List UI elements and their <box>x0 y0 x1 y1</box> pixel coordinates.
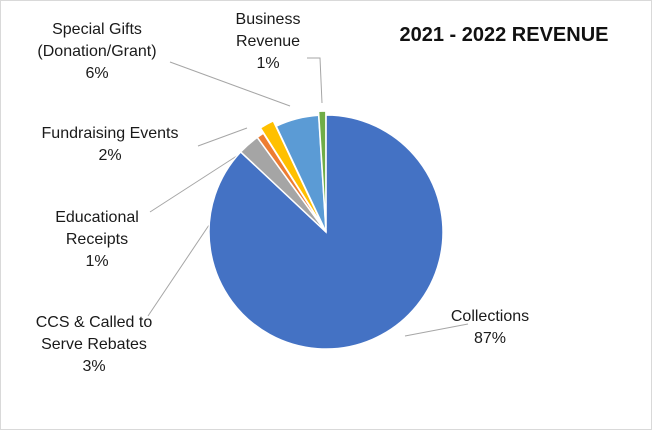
chart-title: 2021 - 2022 REVENUE <box>399 24 608 46</box>
slice-category-line: Revenue <box>236 33 300 50</box>
slice-percent: 3% <box>82 358 105 375</box>
slice-category-line: Serve Rebates <box>41 336 147 353</box>
slice-category-line: Collections <box>451 308 529 325</box>
slice-percent: 6% <box>85 65 108 82</box>
slice-category-line: Special Gifts <box>52 21 142 38</box>
slice-category-line: (Donation/Grant) <box>37 43 156 60</box>
slice-percent: 2% <box>98 147 121 164</box>
slice-category-line: Fundraising Events <box>42 125 179 142</box>
slice-percent: 87% <box>474 330 506 347</box>
slice-category-line: Educational <box>55 209 139 226</box>
slice-percent: 1% <box>85 253 108 270</box>
slice-percent: 1% <box>256 55 279 72</box>
slice-category-line: Business <box>236 11 301 28</box>
slice-category-line: CCS & Called to <box>36 314 153 331</box>
slice-category-line: Receipts <box>66 231 128 248</box>
